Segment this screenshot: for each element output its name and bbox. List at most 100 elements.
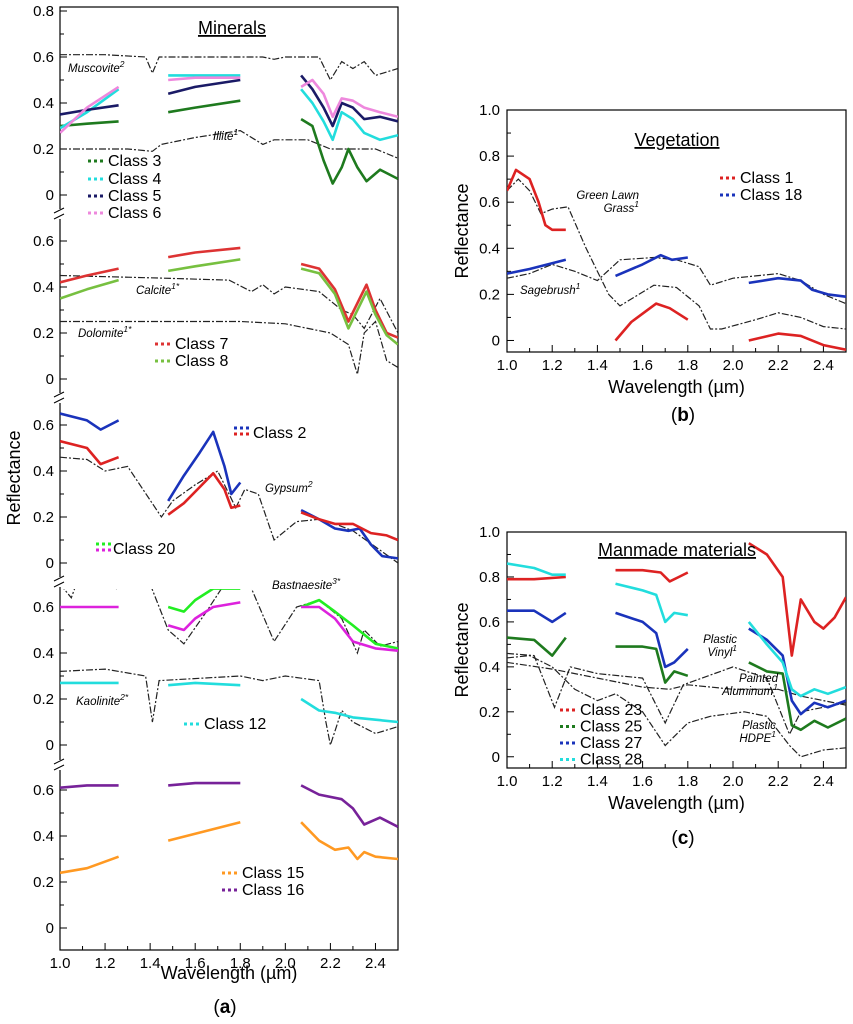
- y-tick-label-5-1: 0.2: [33, 874, 54, 891]
- panel-a-title: Minerals: [198, 18, 266, 38]
- y-axis-label: Reflectance: [4, 430, 24, 525]
- series-class-12-seg-1: [168, 681, 241, 687]
- y-tick-label-2: 0.4: [479, 240, 500, 257]
- ref-label-plastic-vinyl-line2: Vinyl1: [708, 643, 738, 659]
- series-class-25-seg-2: [748, 661, 846, 732]
- series-class-12-middle-seg-1: [167, 601, 241, 632]
- x-axis-label: Wavelength (µm): [608, 793, 745, 813]
- series-class-8-seg-1: [167, 258, 241, 273]
- y-tick-label-4-1: 0.2: [33, 691, 54, 708]
- y-tick-label-3: 0.6: [479, 614, 500, 631]
- x-tick-label-7: 2.4: [365, 955, 386, 972]
- x-tick-label-2: 1.4: [140, 955, 161, 972]
- series-class-8-seg-0: [60, 278, 119, 300]
- series-class-28-seg-0: [507, 562, 566, 576]
- y-tick-label-1: 0.2: [479, 704, 500, 721]
- series-class-16-seg-1: [168, 781, 241, 787]
- axis-break-mark-2-a: [53, 575, 65, 582]
- legend-label-class-1: Class 1: [740, 170, 793, 187]
- legend-label-class-15: Class 15: [242, 865, 304, 882]
- x-tick-label-4: 1.8: [677, 773, 698, 790]
- plot-area-1: [60, 54, 398, 185]
- panel-c-title: Manmade materials: [598, 540, 756, 560]
- x-tick-label-7: 2.4: [813, 773, 834, 790]
- y-tick-label-1-3: 0.6: [33, 49, 54, 66]
- panel-b-title: Vegetation: [634, 130, 719, 150]
- x-tick-label-1: 1.2: [95, 955, 116, 972]
- reference-line-dolomite: [60, 320, 398, 375]
- reference-line-plastic-hdpe: [507, 654, 846, 758]
- plot-area: [507, 542, 846, 758]
- legend-label-class-4: Class 4: [108, 171, 161, 188]
- axis-break-mark-1-a: [53, 391, 65, 398]
- series-class-4-seg-2: [300, 88, 398, 142]
- axis-break-mark-3-a: [53, 758, 65, 765]
- y-tick-label-0: 0: [492, 332, 500, 349]
- axis-break-mark-2-b: [53, 581, 65, 588]
- series-class-12-upper-seg-2: [300, 598, 398, 650]
- axis-break-mark-0-b: [53, 213, 65, 220]
- y-tick-label-5: 1.0: [479, 524, 500, 541]
- series-class-3-seg-1: [167, 99, 241, 114]
- x-tick-label-6: 2.2: [768, 773, 789, 790]
- panel-b: 0 0.2 0.4 0.6 0.8 1.0 1.0 1.2 1.4 1.6 1.8 2.0 2.2 2.4…: [452, 102, 847, 397]
- panel-c-label: (c): [671, 828, 694, 849]
- y-tick-label-5-0: 0: [46, 920, 54, 937]
- subpanel-4: 0 0.2 0.4 0.6: [33, 589, 398, 754]
- series-class-6-seg-0: [60, 85, 120, 134]
- subpanel-5: 0 0.2 0.4 0.6: [33, 781, 398, 937]
- series-class-27-seg-2: [748, 627, 846, 716]
- y-tick-label-4-2: 0.4: [33, 645, 54, 662]
- x-tick-label-7: 2.4: [813, 357, 834, 374]
- ref-label-kaolinite: Kaolinite2*: [76, 692, 129, 708]
- series-class-6-seg-2: [300, 78, 398, 119]
- x-tick-label-5: 2.0: [275, 955, 296, 972]
- y-tick-label-2: 0.4: [479, 659, 500, 676]
- series-class-28-seg-1: [615, 582, 689, 624]
- reference-line-bastnaesite: [63, 589, 398, 655]
- axis-break-mark-0-a: [53, 207, 65, 214]
- legend-label-class-12: Class 12: [204, 716, 266, 733]
- ref-label-painted-aluminum-line2: Aluminum1: [721, 682, 778, 698]
- series-class-1-seg-1: [614, 302, 689, 342]
- reference-line-illite: [60, 129, 398, 159]
- series-class-7-seg-1: [167, 246, 241, 259]
- y-tick-label-2-1: 0.2: [33, 325, 54, 342]
- x-tick-label-1: 1.2: [542, 773, 563, 790]
- x-tick-label-6: 2.2: [768, 357, 789, 374]
- x-tick-label-2: 1.4: [587, 357, 608, 374]
- series-class-18-seg-0: [507, 258, 567, 275]
- legend-label-class-16: Class 16: [242, 882, 304, 899]
- series-class-7-seg-0: [60, 267, 119, 284]
- y-axis-label: Reflectance: [452, 602, 472, 697]
- plot-area-5: [60, 781, 398, 875]
- series-class-15-seg-1: [167, 820, 241, 842]
- x-tick-label-3: 1.6: [632, 773, 653, 790]
- y-tick-label-3: 0.6: [479, 194, 500, 211]
- y-tick-label-3-1: 0.2: [33, 509, 54, 526]
- legend-label-class-5: Class 5: [108, 188, 161, 205]
- series-class-16-seg-2: [300, 784, 398, 828]
- legend-label-class-6: Class 6: [108, 205, 161, 222]
- y-tick-label-2-2: 0.4: [33, 279, 54, 296]
- legend-label-class-20: Class 20: [113, 541, 175, 558]
- y-tick-label-4: 0.8: [479, 569, 500, 586]
- ref-label-muscovite: Muscovite2: [68, 59, 125, 75]
- y-tick-label-1-0: 0: [46, 187, 54, 204]
- series-class-23-seg-1: [615, 568, 689, 583]
- x-axis-label: Wavelength (µm): [161, 963, 298, 983]
- series-class-2-seg-0: [60, 412, 120, 431]
- series-class-6-seg-1: [168, 76, 241, 82]
- reference-line-kaolinite: [60, 668, 398, 748]
- axis-break-mask-2: [56, 577, 64, 587]
- y-tick-label-5-3: 0.6: [33, 782, 54, 799]
- axes-frame: [506, 109, 847, 353]
- plot-area-2: [60, 246, 398, 375]
- series-class-28-seg-2: [747, 621, 846, 698]
- y-tick-label-1-1: 0.2: [33, 141, 54, 158]
- legend-label-class-25: Class 25: [580, 719, 642, 736]
- series-class-1-seg-2: [748, 332, 846, 351]
- series-class-8-seg-2: [300, 267, 398, 346]
- legend-label-class-28: Class 28: [580, 752, 642, 769]
- reference-line-gypsum: [60, 456, 398, 564]
